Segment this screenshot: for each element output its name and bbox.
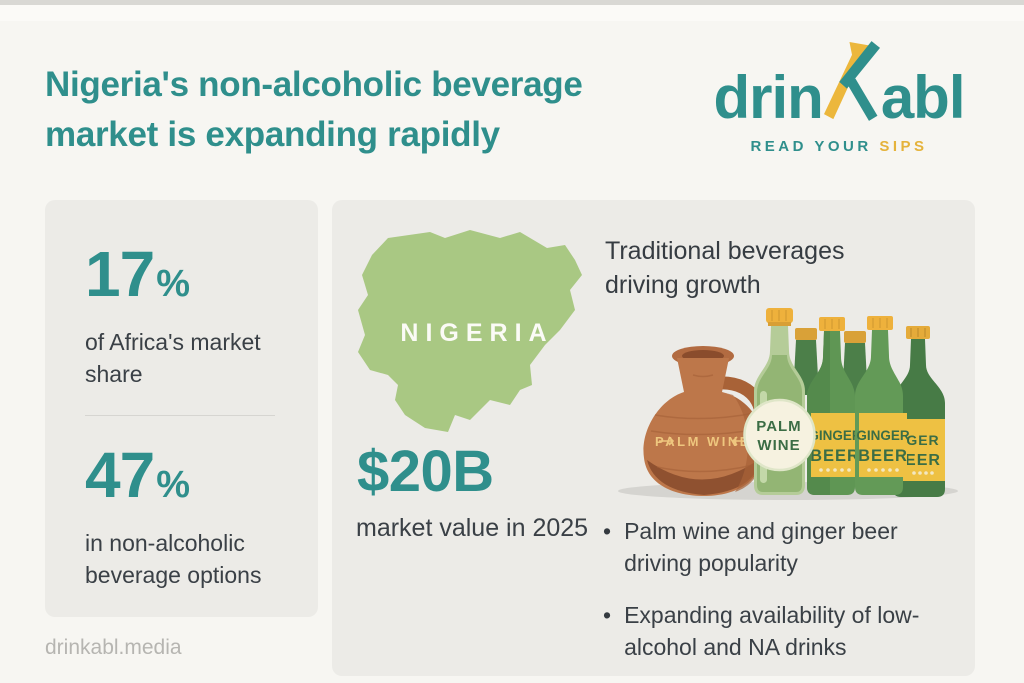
logo-text-prefix: drin: [713, 63, 823, 131]
section-heading: Traditional beverages driving growth: [605, 234, 845, 302]
bullet-text: Expanding availability of low-alcohol an…: [624, 602, 920, 660]
palm-wine-bottle-icon: PALM WINE: [743, 308, 816, 495]
site-credit: drinkabl.media: [45, 636, 182, 659]
palm-wine-jug-icon: PALM WINE: [643, 346, 768, 496]
market-panel: NIGERIA $20B market value in 2025 Tradit…: [332, 200, 975, 676]
stat-non-alcoholic: 47% in non-alcoholic beverage options: [85, 443, 288, 591]
tagline-main: READ YOUR: [750, 138, 872, 155]
stat-number: 47: [85, 439, 155, 511]
stats-divider: [85, 415, 275, 416]
bullet-item: Palm wine and ginger beer driving popula…: [603, 515, 933, 579]
map-label: NIGERIA: [400, 319, 553, 347]
logo-k-flag-icon: [823, 41, 880, 121]
ginger-label-line2: BEER: [810, 447, 860, 465]
percent-sign: %: [156, 263, 190, 305]
jug-label: PALM WINE: [655, 434, 751, 449]
stats-panel: 17% of Africa's market share 47% in non-…: [45, 200, 318, 617]
top-border-strip: [0, 0, 1024, 5]
ginger-label-line2: BEER: [858, 447, 908, 465]
stat-label: of Africa's market share: [85, 329, 261, 387]
logo-wordmark: drin abl: [700, 38, 978, 131]
ginger-beer-bottle-icon: GINGER BEER: [855, 316, 910, 495]
percent-sign: %: [156, 464, 190, 506]
bullet-item: Expanding availability of low-alcohol an…: [603, 599, 933, 663]
stat-value: 47%: [85, 443, 288, 517]
beverages-illustration: PALM WINE GER EER GINGER BEER: [618, 308, 958, 500]
nigeria-map-icon: NIGERIA: [358, 230, 582, 432]
ginger-label-clipped-line2: EER: [905, 452, 941, 469]
stat-value: 17%: [85, 242, 288, 316]
market-value: $20B: [357, 439, 494, 504]
heading-line-1: Traditional beverages: [605, 237, 845, 265]
stat-label: in non-alcoholic beverage options: [85, 530, 262, 588]
market-value-caption: market value in 2025: [356, 514, 589, 542]
palm-bottle-label-line1: PALM: [756, 418, 801, 435]
stat-africa-share: 17% of Africa's market share: [85, 242, 288, 390]
stat-number: 17: [85, 238, 155, 310]
top-highlight-band: [0, 5, 1024, 21]
brand-logo: drin abl READ YOUR SIPS: [700, 38, 978, 155]
tagline-accent: SIPS: [879, 138, 928, 155]
ginger-beer-bottle-icon: GINGER BEER: [807, 317, 862, 495]
logo-tagline: READ YOUR SIPS: [700, 138, 978, 155]
growth-bullet-list: Palm wine and ginger beer driving popula…: [603, 515, 933, 683]
title-line-1: Nigeria's non-alcoholic beverage: [45, 65, 583, 104]
bullet-text: Palm wine and ginger beer driving popula…: [624, 518, 898, 576]
title-line-2: market is expanding rapidly: [45, 115, 500, 154]
logo-text-suffix: abl: [880, 63, 966, 131]
ginger-label-line1: GINGER: [856, 428, 910, 443]
heading-line-2: driving growth: [605, 271, 761, 299]
ginger-label-clipped-line1: GER: [906, 432, 939, 448]
palm-bottle-label-line2: WINE: [757, 437, 800, 454]
ginger-label-line1: GINGER: [808, 428, 862, 443]
page-title: Nigeria's non-alcoholic beverage market …: [45, 60, 695, 160]
